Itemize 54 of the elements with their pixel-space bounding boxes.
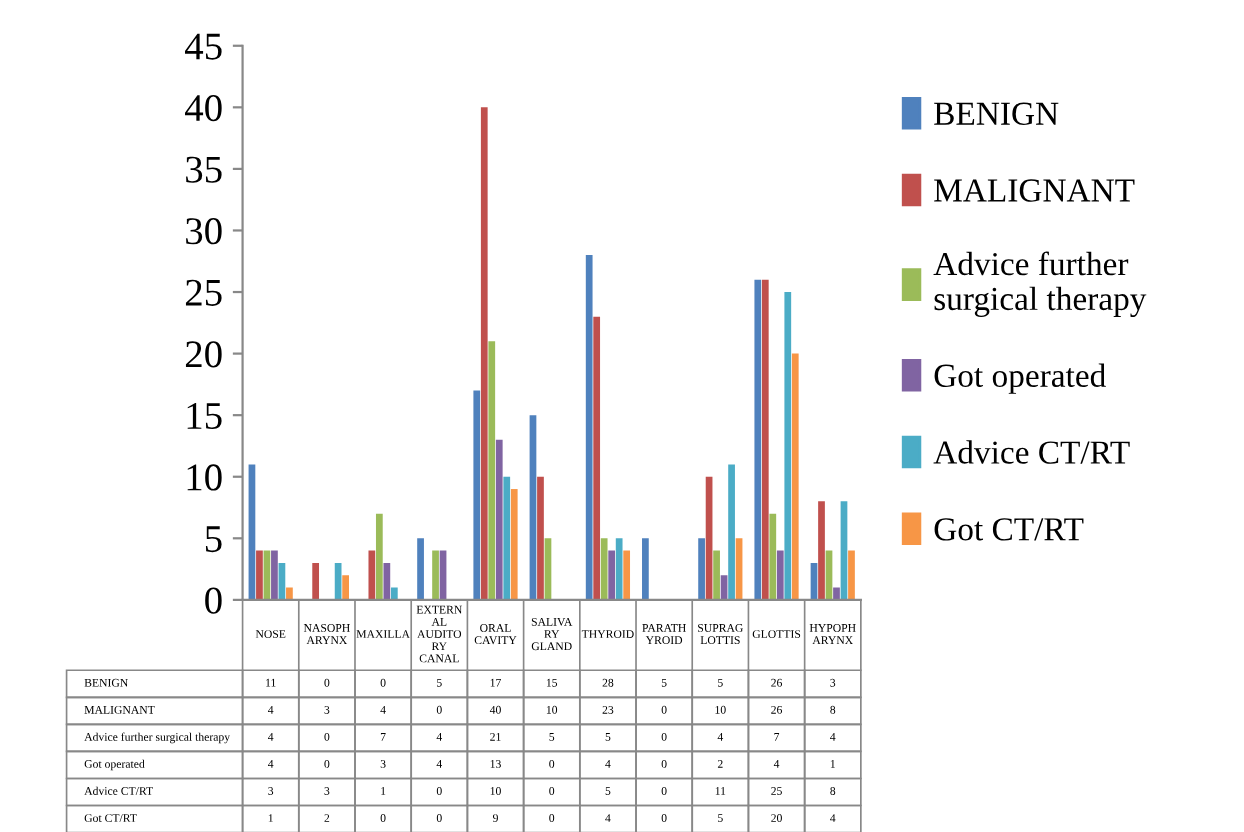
bar [503,476,511,600]
y-tick-label: 30 [186,218,222,245]
legend-label: BENIGN [934,102,1059,125]
bar [432,550,439,600]
bar [510,489,518,600]
y-tick-label: 35 [186,156,222,183]
bar [608,550,616,600]
bar [368,550,376,600]
y-tick-label: 25 [185,279,222,306]
legend-label: Got operated [934,363,1106,394]
bar [256,550,263,600]
bar [761,279,769,600]
y-tick-label: 5 [205,526,222,553]
legend-label: Advice further surgical therapy [933,251,1147,318]
bar [473,390,481,600]
bar [593,316,601,600]
legend-label: Got CT/RT [934,518,1084,541]
y-tick-label: 45 [185,33,222,60]
bar [585,255,593,600]
legend-label: Advice CT/RT [933,440,1130,464]
y-tick-label: 10 [187,464,222,491]
bar [728,464,735,600]
bar [776,550,784,600]
bar [600,538,608,600]
bar [615,538,623,600]
bar [286,587,293,600]
bar [342,575,349,600]
y-tick-label: 40 [185,94,222,122]
bar [488,341,496,600]
bar [390,587,398,600]
bar [848,550,855,600]
bar [642,538,649,600]
bar [698,538,705,600]
y-tick-label: 15 [187,402,222,430]
bar [623,550,631,600]
bar [784,292,792,600]
bar [769,513,777,600]
bar [417,538,424,600]
bar [713,550,720,600]
bar [375,513,383,600]
bar [334,562,342,600]
y-tick-label: 20 [185,341,222,368]
bar [791,353,799,600]
y-tick-label: 0 [205,587,222,614]
bar [383,562,391,600]
bar [312,562,320,600]
bar [818,501,825,600]
bar [833,587,840,600]
bar [480,107,488,600]
bar [495,439,503,600]
bar [271,550,278,600]
bar [537,476,544,600]
bar [754,279,762,600]
legend-label: MALIGNANT [934,179,1135,202]
